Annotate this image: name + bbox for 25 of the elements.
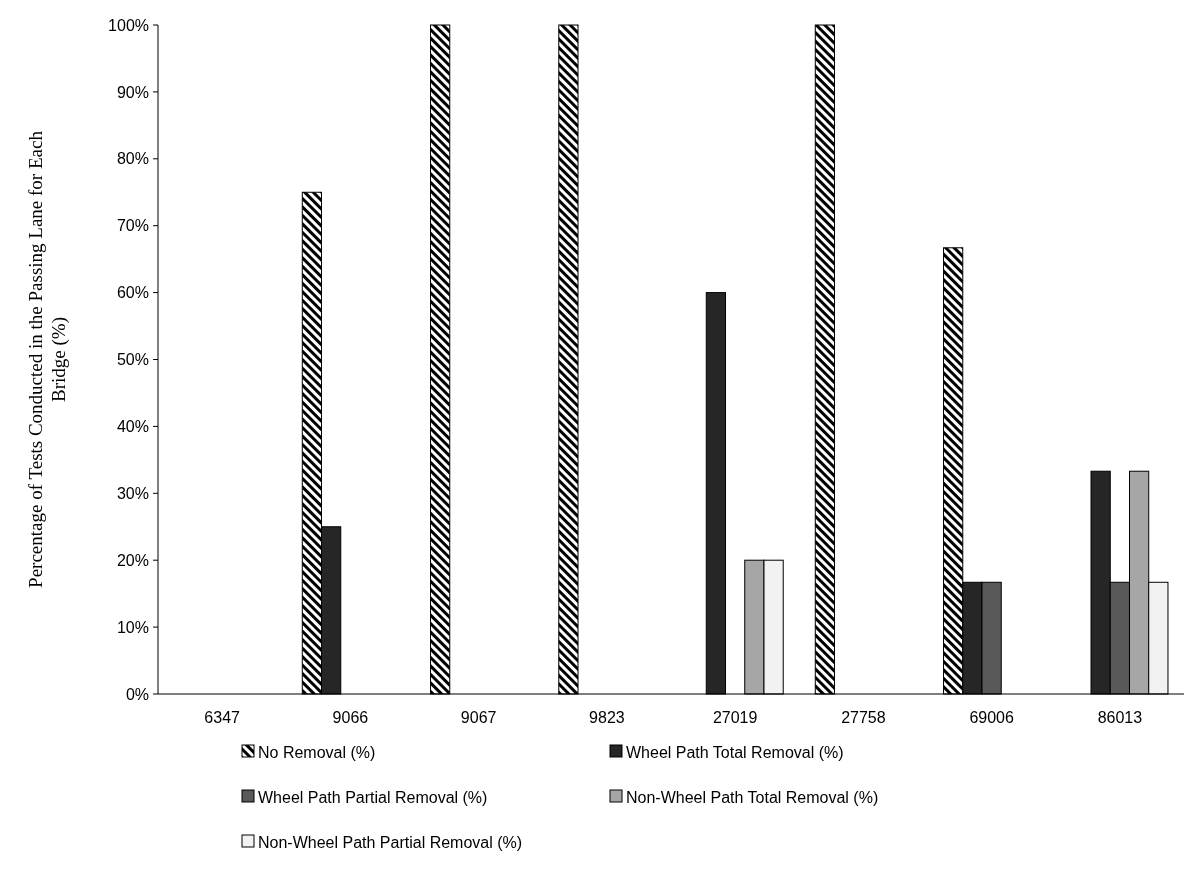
y-tick-label: 20% [116,551,149,569]
y-axis-title: Percentage of Tests Conducted in the Passing Lane for Each Bridge (%) [24,130,70,588]
y-tick-label: 80% [116,150,149,168]
legend-label: Wheel Path Partial Removal (%) [258,788,488,806]
x-tick-label: 9066 [332,709,369,726]
x-tick-label: 69006 [969,709,1014,726]
y-tick-label: 50% [116,351,149,369]
y-tick-label: 10% [116,618,149,636]
legend-label: No Removal (%) [258,743,376,761]
y-tick-label: 40% [116,418,149,435]
legend-label: Non-Wheel Path Partial Removal (%) [258,833,523,851]
x-tick-label: 27019 [712,709,758,726]
y-tick-label: 30% [116,484,149,502]
x-tick-label: 86013 [1097,709,1143,726]
x-tick-label: 6347 [204,709,241,726]
y-tick-label: 60% [116,284,149,302]
y-tick-label: 100% [108,16,149,34]
x-tick-label: 9067 [460,709,497,726]
x-tick-label: 9823 [589,709,625,726]
y-tick-label: 0% [125,685,149,703]
y-tick-label: 70% [116,217,149,235]
legend-label: Non-Wheel Path Total Removal (%) [626,788,879,806]
legend-label: Wheel Path Total Removal (%) [626,743,844,761]
y-tick-label: 90% [116,83,149,101]
x-tick-label: 27758 [841,709,886,726]
